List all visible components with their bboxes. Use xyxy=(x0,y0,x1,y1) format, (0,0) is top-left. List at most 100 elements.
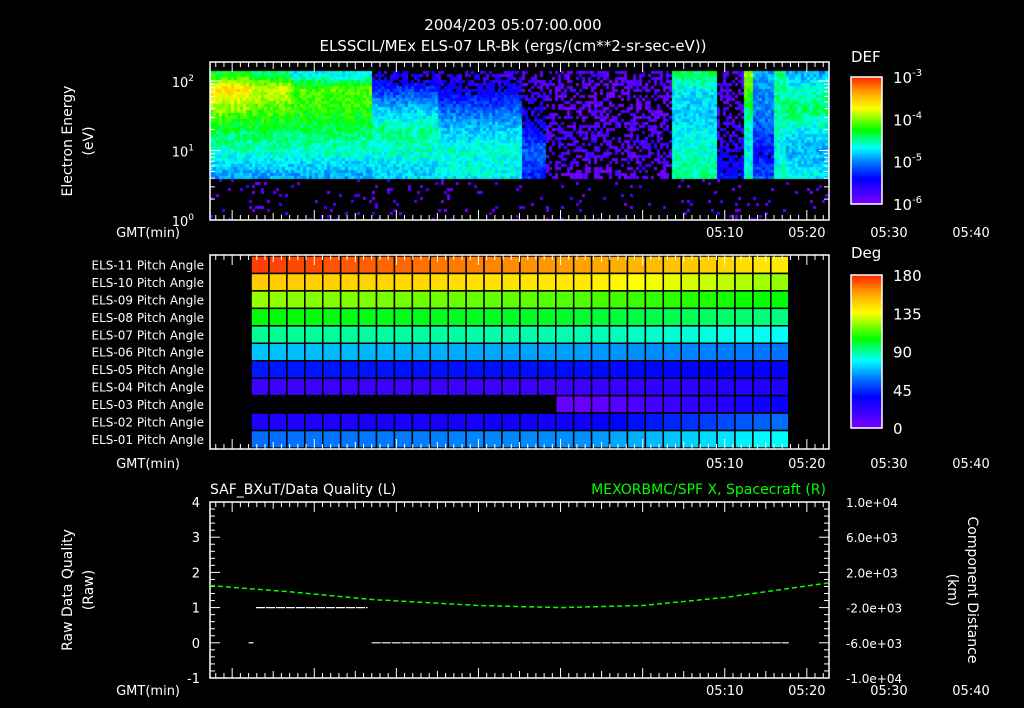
pitch-cell xyxy=(752,325,772,345)
def-colorbar-gradient xyxy=(851,181,882,183)
deg-colorbar-gradient xyxy=(851,280,882,282)
def-colorbar-gradient xyxy=(851,169,882,171)
pitch-cell xyxy=(375,412,396,432)
deg-colorbar-gradient xyxy=(851,401,882,403)
deg-colorbar-gradient xyxy=(851,349,882,351)
pitch-cell xyxy=(698,307,718,327)
def-colorbar-gradient xyxy=(851,180,882,182)
def-colorbar-gradient xyxy=(851,130,882,132)
pitch-cell xyxy=(321,342,342,362)
deg-colorbar-gradient xyxy=(851,328,882,330)
pitch-cell xyxy=(626,307,647,327)
pitch-cell xyxy=(698,290,718,310)
pitch-cell xyxy=(716,377,736,397)
def-colorbar-gradient xyxy=(851,78,882,80)
pitch-cell xyxy=(608,377,629,397)
deg-colorbar-gradient xyxy=(851,347,882,349)
pitch-cell xyxy=(321,307,342,327)
deg-colorbar-gradient xyxy=(851,368,882,370)
pitch-cell xyxy=(626,342,647,362)
pitch-row-label: ELS-04 Pitch Angle xyxy=(92,381,204,395)
deg-colorbar-gradient xyxy=(851,333,882,335)
def-colorbar-gradient xyxy=(851,152,882,154)
pitch-cell xyxy=(644,272,665,292)
def-colorbar-gradient xyxy=(851,195,882,197)
distance-ytick-label: 1.0e+04 xyxy=(846,496,898,510)
pitch-cell xyxy=(321,325,342,345)
energy-tick-exp: 1 xyxy=(188,144,194,154)
def-colorbar-gradient xyxy=(851,171,882,173)
pitch-cell xyxy=(501,307,521,327)
deg-colorbar-gradient xyxy=(851,391,882,393)
pitch-cell xyxy=(483,307,503,327)
def-colorbar-gradient xyxy=(851,106,882,108)
deg-colorbar-gradient xyxy=(851,276,882,278)
pitch-cell xyxy=(501,290,521,310)
deg-colorbar-gradient xyxy=(851,423,882,425)
pitch-cell xyxy=(590,429,611,449)
pitch-cell xyxy=(268,429,288,449)
pitch-cell xyxy=(590,255,611,275)
pitch-cell xyxy=(752,307,772,327)
deg-colorbar-gradient xyxy=(851,343,882,345)
def-colorbar-gradient xyxy=(851,116,882,118)
def-colorbar-gradient xyxy=(851,141,882,143)
def-colorbar-gradient xyxy=(851,112,882,114)
quality-ylabel: Raw Data Quality xyxy=(60,529,76,651)
def-colorbar-gradient xyxy=(851,149,882,151)
def-colorbar-gradient xyxy=(851,194,882,196)
pitch-cell xyxy=(537,307,557,327)
def-colorbar-gradient xyxy=(851,174,882,176)
pitch-cell xyxy=(286,272,306,292)
deg-colorbar-gradient xyxy=(851,362,882,364)
pitch-cell xyxy=(716,290,736,310)
deg-colorbar-gradient xyxy=(851,403,882,405)
pitch-cell xyxy=(644,429,665,449)
pitch-cell xyxy=(680,342,700,362)
deg-colorbar-gradient xyxy=(851,359,882,361)
pitch-cell xyxy=(304,290,324,310)
pitch-row-label: ELS-11 Pitch Angle xyxy=(92,258,204,272)
pitch-cell xyxy=(537,255,557,275)
pitch-cell xyxy=(411,272,432,292)
def-colorbar-gradient xyxy=(851,154,882,156)
deg-colorbar-gradient xyxy=(851,410,882,412)
def-colorbar-gradient xyxy=(851,168,882,170)
deg-colorbar-gradient xyxy=(851,350,882,352)
def-colorbar-gradient xyxy=(851,197,882,199)
quality-time-tick-label: 05:20 xyxy=(788,684,825,699)
def-colorbar-gradient xyxy=(851,134,882,136)
deg-colorbar-gradient xyxy=(851,295,882,297)
pitch-cell xyxy=(734,377,754,397)
pitch-cell xyxy=(680,394,700,414)
pitch-cell xyxy=(447,377,467,397)
deg-colorbar-gradient xyxy=(851,364,882,366)
pitch-cell xyxy=(375,272,396,292)
deg-colorbar-gradient xyxy=(851,399,882,401)
def-colorbar-gradient xyxy=(851,135,882,137)
def-colorbar-gradient xyxy=(851,119,882,121)
pitch-row-label: ELS-05 Pitch Angle xyxy=(92,363,204,377)
def-colorbar-gradient xyxy=(851,172,882,174)
spectrogram-time-tick-label: 05:20 xyxy=(788,226,825,241)
def-colorbar-gradient xyxy=(851,166,882,168)
pitch-cell xyxy=(321,290,342,310)
deg-colorbar-gradient xyxy=(851,282,882,284)
pitch-cell xyxy=(572,394,593,414)
pitch-row-label: ELS-07 Pitch Angle xyxy=(92,328,204,342)
pitch-cell xyxy=(519,377,539,397)
pitch-cell xyxy=(483,272,503,292)
deg-colorbar-gradient xyxy=(851,355,882,357)
pitch-cell xyxy=(734,412,754,432)
pitch-cell xyxy=(268,307,288,327)
def-colorbar-gradient xyxy=(851,118,882,120)
spectrogram-frame xyxy=(209,61,830,221)
pitch-cell xyxy=(250,359,270,379)
pitch-cell xyxy=(608,342,629,362)
pitch-cell xyxy=(590,307,611,327)
pitch-cell xyxy=(752,272,772,292)
pitch-cell xyxy=(716,394,736,414)
deg-colorbar-gradient xyxy=(851,301,882,303)
pitch-cell xyxy=(770,325,790,345)
pitch-cell xyxy=(770,412,790,432)
